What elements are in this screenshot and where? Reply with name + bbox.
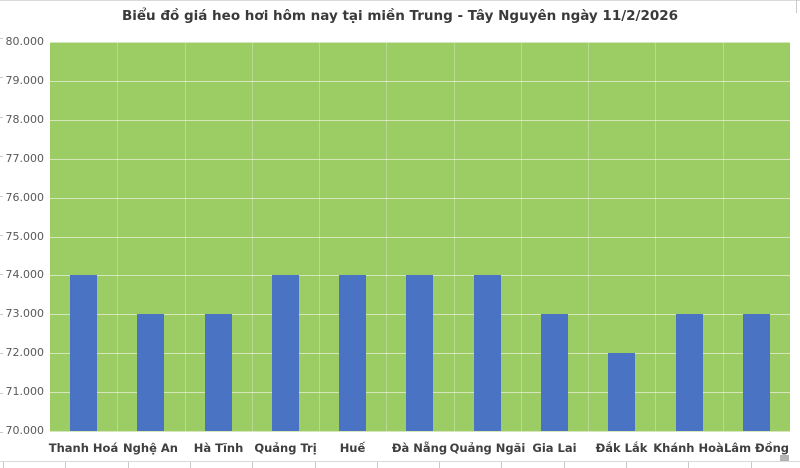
- sheet-cell-fragment: [780, 455, 789, 461]
- sheet-row-tick: [0, 156, 3, 157]
- sheet-column-tick: [377, 462, 378, 468]
- bar-khánh-hoà: [676, 314, 703, 431]
- y-axis-label: 77.000: [5, 152, 45, 165]
- x-axis-label: Quảng Ngãi: [449, 441, 526, 455]
- x-axis-label: Khánh Hoà: [653, 441, 724, 455]
- category-separator: [117, 42, 118, 431]
- category-separator: [319, 42, 320, 431]
- sheet-column-tick: [564, 462, 565, 468]
- x-axis-label: Đắk Lắk: [595, 441, 648, 455]
- x-axis-label: Thanh Hoá: [48, 441, 119, 455]
- y-axis-label: 79.000: [5, 74, 45, 87]
- bar-hà-tĩnh: [205, 314, 232, 431]
- y-axis-label: 70.000: [5, 424, 45, 437]
- x-axis-label: Lâm Đồng: [723, 441, 790, 455]
- bar-gia-lai: [541, 314, 568, 431]
- sheet-row-tick: [0, 77, 3, 78]
- gridline: [50, 159, 790, 160]
- bar-lâm-đồng: [743, 314, 770, 431]
- sheet-top-border: [0, 0, 800, 1]
- sheet-row-tick: [0, 314, 3, 315]
- y-axis-label: 78.000: [5, 113, 45, 126]
- bar-thanh-hoá: [70, 275, 97, 431]
- y-axis-label: 75.000: [5, 230, 45, 243]
- y-axis-label: 76.000: [5, 191, 45, 204]
- sheet-column-tick: [65, 462, 66, 468]
- sheet-column-tick: [688, 462, 689, 468]
- y-axis-label: 71.000: [5, 385, 45, 398]
- bar-huế: [339, 275, 366, 431]
- x-axis-label: Quảng Trị: [254, 441, 317, 455]
- y-axis-label: 80.000: [5, 35, 45, 48]
- category-separator: [655, 42, 656, 431]
- sheet-row-tick: [0, 117, 3, 118]
- sheet-column-tick: [128, 462, 129, 468]
- y-axis-label: 73.000: [5, 307, 45, 320]
- category-separator: [521, 42, 522, 431]
- plot-area: [50, 42, 790, 432]
- y-axis-label: 72.000: [5, 346, 45, 359]
- y-axis-label: 74.000: [5, 268, 45, 281]
- bar-quảng-ngãi: [474, 275, 501, 431]
- sheet-column-tick: [501, 462, 502, 468]
- category-separator: [588, 42, 589, 431]
- sheet-row-tick: [0, 235, 3, 236]
- sheet-column-tick: [751, 462, 752, 468]
- gridline: [50, 81, 790, 82]
- category-separator: [723, 42, 724, 431]
- sheet-bottom-border: [0, 461, 800, 462]
- category-separator: [252, 42, 253, 431]
- sheet-row-tick: [0, 432, 3, 433]
- sheet-column-tick: [252, 462, 253, 468]
- x-axis-label: Huế: [339, 441, 366, 455]
- gridline: [50, 431, 790, 432]
- gridline: [50, 42, 790, 43]
- chart-title: Biểu đồ giá heo hơi hôm nay tại miền Tru…: [121, 8, 679, 24]
- sheet-row-tick: [0, 38, 3, 39]
- bar-đắk-lắk: [608, 353, 635, 431]
- gridline: [50, 237, 790, 238]
- sheet-right-tick: [796, 0, 797, 13]
- sheet-column-tick: [315, 462, 316, 468]
- x-axis-label: Hà Tĩnh: [193, 441, 244, 455]
- category-separator: [185, 42, 186, 431]
- sheet-column-tick: [626, 462, 627, 468]
- x-axis-label: Nghệ An: [123, 441, 178, 455]
- bar-nghệ-an: [137, 314, 164, 431]
- sheet-row-tick: [0, 274, 3, 275]
- category-separator: [454, 42, 455, 431]
- sheet-column-tick: [439, 462, 440, 468]
- bar-quảng-trị: [272, 275, 299, 431]
- x-axis-label: Gia Lai: [532, 441, 577, 455]
- sheet-row-tick: [0, 196, 3, 197]
- gridline: [50, 120, 790, 121]
- x-axis-label: Đà Nẵng: [391, 441, 448, 455]
- sheet-column-tick: [190, 462, 191, 468]
- bar-đà-nẵng: [406, 275, 433, 431]
- sheet-row-tick: [0, 353, 3, 354]
- sheet-row-tick: [0, 393, 3, 394]
- sheet-column-tick: [3, 462, 4, 468]
- category-separator: [386, 42, 387, 431]
- gridline: [50, 198, 790, 199]
